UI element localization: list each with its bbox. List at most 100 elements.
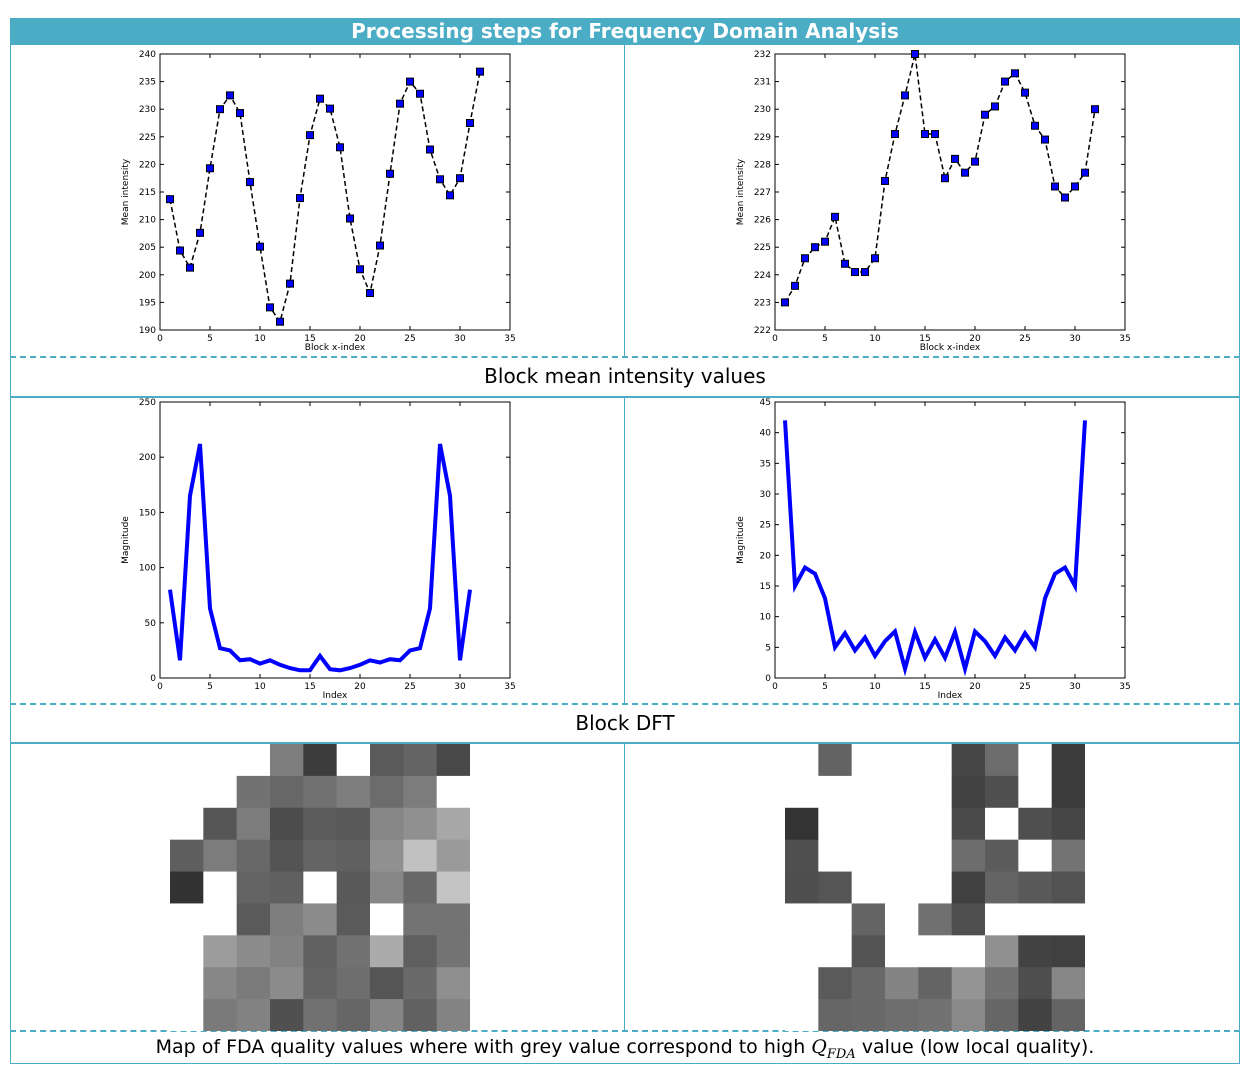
heatmap-cell: [336, 871, 371, 904]
heatmap-cell: [885, 903, 919, 936]
heatmap-cell: [951, 807, 986, 841]
x-tick-label: 5: [207, 682, 213, 692]
heatmap-cell: [203, 839, 238, 873]
heatmap-cell: [851, 744, 886, 777]
data-point: [971, 157, 979, 166]
heatmap-cell: [818, 935, 853, 968]
heatmap-cell: [303, 935, 338, 968]
data-point: [346, 214, 354, 223]
heatmap-cell: [985, 871, 1019, 904]
heatmap-cell: [918, 807, 953, 841]
heatmap-cell: [1018, 839, 1053, 873]
y-tick-label: 20: [760, 551, 772, 561]
heatmap-cell: [885, 935, 919, 968]
heatmap-cell: [851, 871, 886, 904]
data-point: [871, 254, 879, 263]
y-tick-label: 205: [139, 243, 156, 253]
heatmap-cell: [436, 871, 470, 904]
x-tick-label: 30: [1069, 682, 1081, 692]
caption-block-dft: Block DFT: [575, 711, 675, 735]
heatmap-cell: [270, 871, 304, 904]
data-point: [801, 254, 809, 263]
y-tick-label: 45: [760, 398, 771, 408]
heatmap-cell: [270, 839, 304, 873]
heatmap-cell: [336, 807, 371, 841]
heatmap-cell: [170, 903, 204, 936]
data-point: [931, 130, 939, 139]
row-separator: [10, 742, 1240, 744]
mean-intensity-chart-right: 0 5 10 15 20 25 30 35 222 223 224 225 226 227 228 229 23…: [736, 50, 1131, 353]
x-tick-label: 30: [454, 334, 466, 344]
heatmap-cell: [236, 775, 271, 809]
heatmap-cell: [303, 999, 338, 1031]
data-point: [941, 174, 949, 183]
heatmap-cell: [985, 839, 1019, 873]
heatmap-cell: [985, 744, 1019, 777]
mean-intensity-chart-left: 0 5 10 15 20 25 30 35 190 195 200 205 210 215 220 225 23…: [121, 50, 516, 353]
heatmap-cell: [370, 807, 404, 841]
heatmap-cell: [403, 775, 438, 809]
x-tick-label: 20: [969, 334, 981, 344]
y-tick-label: 223: [754, 298, 771, 308]
row-separator: [10, 396, 1240, 398]
heatmap-cell: [403, 967, 438, 1000]
y-tick-label: 50: [145, 619, 157, 629]
heatmap-cell: [851, 807, 886, 841]
data-point: [821, 237, 829, 246]
y-tick-label: 225: [139, 133, 156, 143]
heatmap-cell: [170, 935, 204, 968]
data-point: [216, 105, 224, 114]
heatmap-cell: [785, 871, 819, 904]
heatmap-cell: [336, 775, 371, 809]
column-divider: [624, 398, 625, 704]
x-tick-label: 10: [869, 682, 881, 692]
heatmap-cell: [1051, 967, 1085, 1000]
series-line: [168, 443, 472, 673]
data-point: [316, 94, 324, 103]
y-tick-label: 250: [139, 398, 156, 408]
x-tick-label: 20: [354, 334, 366, 344]
plot-area: [774, 401, 1126, 679]
heatmap-cell: [436, 935, 470, 968]
y-axis-label: Magnitude: [736, 516, 746, 564]
heatmap-cell: [170, 744, 204, 777]
heatmap-cell: [370, 871, 404, 904]
heatmap-cell: [236, 935, 271, 968]
y-tick-label: 240: [139, 50, 156, 60]
data-point: [851, 268, 859, 277]
data-point: [446, 191, 454, 200]
heatmap-cell: [851, 999, 886, 1031]
data-point: [406, 77, 414, 86]
y-tick-label: 200: [139, 453, 156, 463]
y-tick-label: 150: [139, 508, 156, 518]
y-tick-label: 226: [754, 216, 771, 226]
heatmap-cell: [170, 871, 204, 904]
quality-map-left: [170, 744, 470, 1031]
y-tick-label: 195: [139, 298, 156, 308]
heatmap-cell: [236, 871, 271, 904]
data-point: [366, 289, 374, 298]
heatmap-cell: [170, 775, 204, 809]
x-tick-label: 25: [1019, 334, 1030, 344]
data-point: [206, 164, 214, 173]
heatmap-cell: [985, 807, 1019, 841]
x-tick-label: 35: [1119, 334, 1130, 344]
data-point: [841, 259, 849, 268]
heatmap-cell: [370, 967, 404, 1000]
heatmap-cell: [818, 903, 853, 936]
data-point: [376, 241, 384, 250]
heatmap-cell: [818, 744, 853, 777]
heatmap-cell: [403, 807, 438, 841]
quality-map-right: [785, 744, 1085, 1031]
heatmap-cell: [885, 807, 919, 841]
row-separator: [10, 703, 1240, 705]
x-tick-label: 30: [454, 682, 466, 692]
figure-title: Processing steps for Frequency Domain An…: [10, 18, 1240, 45]
dft-magnitude-chart-right: 0 5 10 15 20 25 30 35 0 5 10 15 20 25 30 35 40 45 Index Mag…: [736, 398, 1131, 701]
y-axis-label: Magnitude: [121, 516, 131, 564]
x-tick-label: 25: [404, 682, 415, 692]
heatmap-cell: [270, 999, 304, 1031]
x-tick-label: 5: [207, 334, 213, 344]
heatmap-cell: [236, 744, 271, 777]
heatmap-cell: [818, 839, 853, 873]
